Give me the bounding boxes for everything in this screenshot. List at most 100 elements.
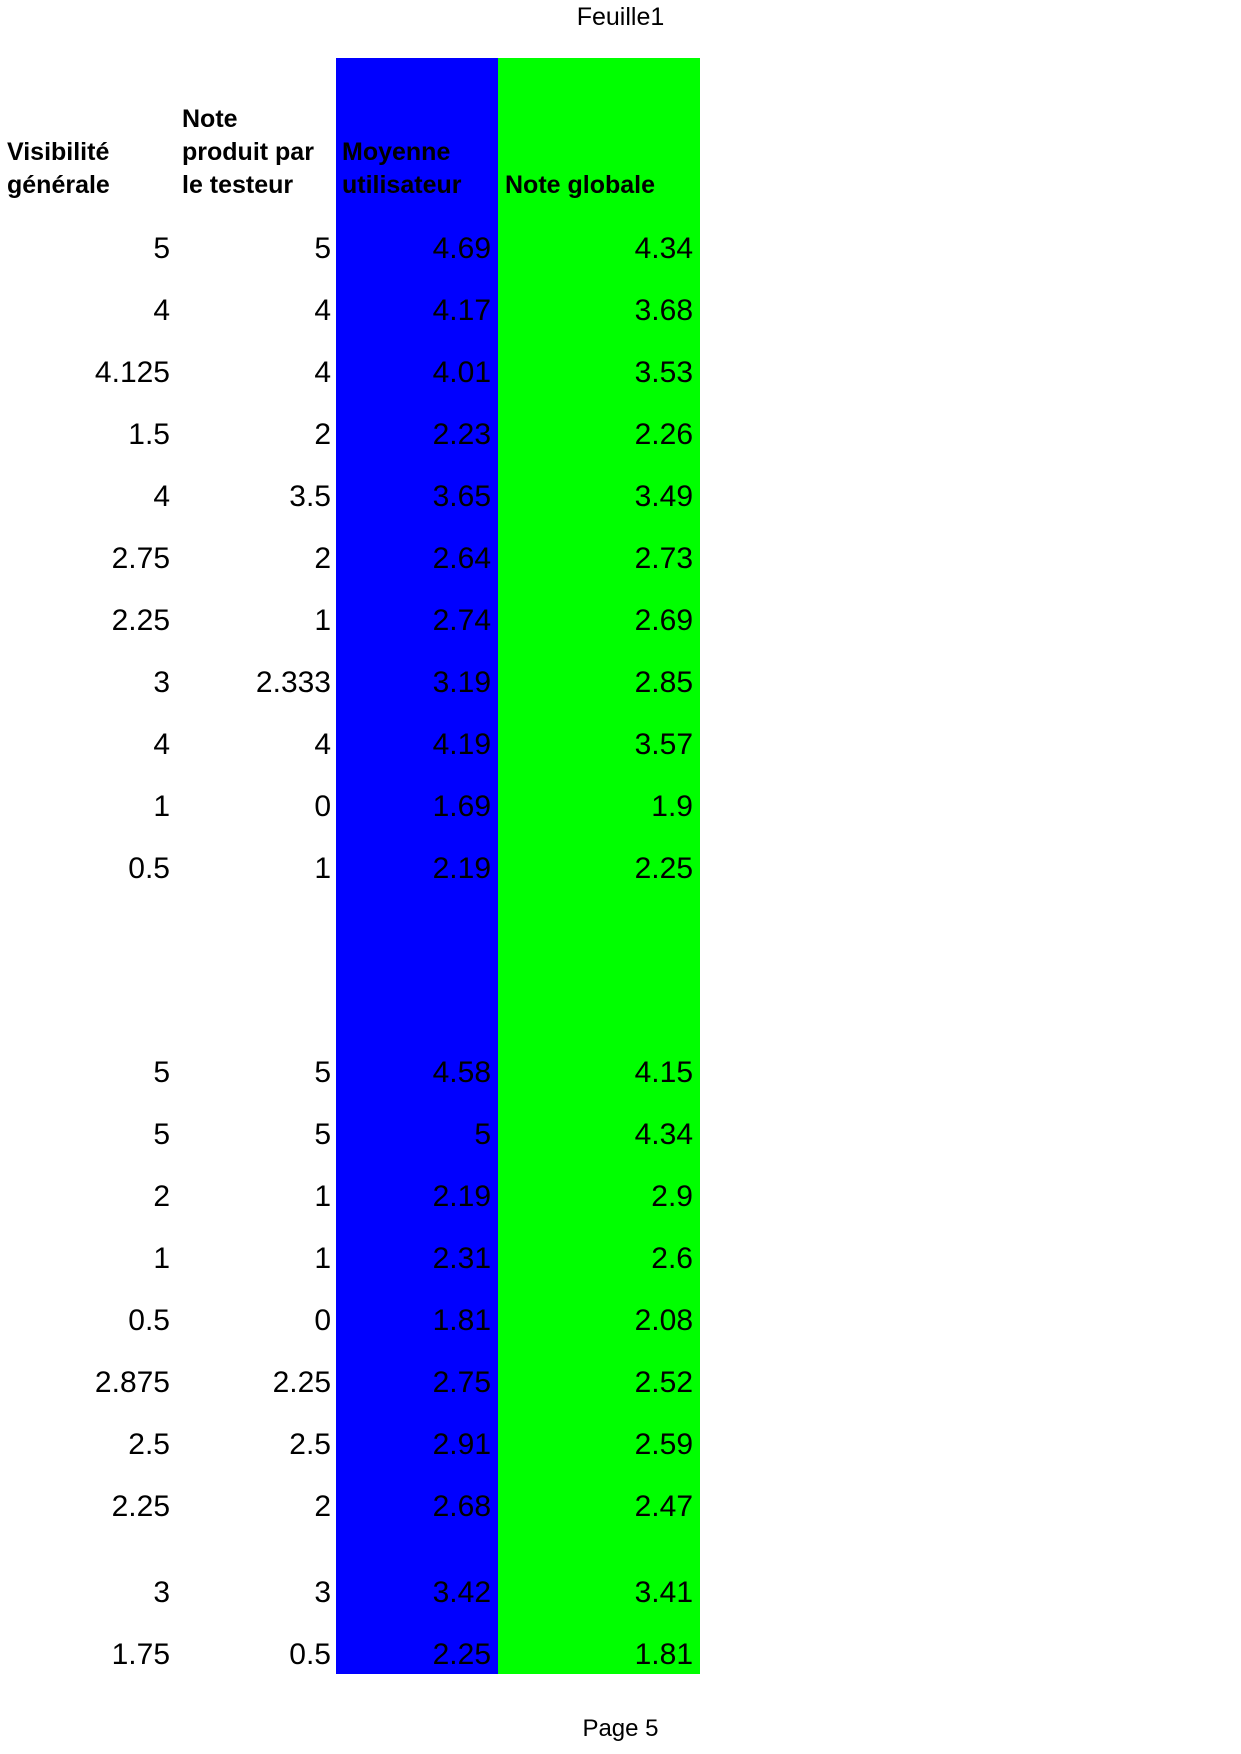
cell-note-produit-testeur: 1 <box>314 1180 331 1213</box>
cell-visibilite-generale: 2.25 <box>111 1490 170 1523</box>
header-cell-note-produit-testeur: Note produit par le testeur <box>182 105 314 199</box>
empty-row <box>0 1526 700 1550</box>
cell-visibilite-generale: 1.75 <box>111 1638 170 1671</box>
table-row: 4 4 4.17 3.68 <box>0 268 700 330</box>
cell-visibilite-generale: 5 <box>153 1118 170 1151</box>
table-row: 3 2.333 3.19 2.85 <box>0 640 700 702</box>
cell-note-produit-testeur: 2 <box>314 542 331 575</box>
table-row: 5 5 4.69 4.34 <box>0 206 700 268</box>
cell-note-globale: 3.68 <box>634 294 693 327</box>
cell-moyenne-utilisateur: 1.69 <box>432 790 491 823</box>
header-cell-note-globale: Note globale <box>505 171 656 199</box>
cell-moyenne-utilisateur: 4.01 <box>432 356 491 389</box>
cell-note-produit-testeur: 2.25 <box>272 1366 331 1399</box>
cell-note-produit-testeur: 2 <box>314 418 331 451</box>
table-row: 2.875 2.25 2.75 2.52 <box>0 1340 700 1402</box>
table-row: 0.5 0 1.81 2.08 <box>0 1278 700 1340</box>
table-row: 1.75 0.5 2.25 1.81 <box>0 1612 700 1674</box>
cell-visibilite-generale: 1.5 <box>128 418 170 451</box>
cell-visibilite-generale: 4.125 <box>94 356 170 389</box>
empty-row <box>0 888 700 1030</box>
cell-moyenne-utilisateur: 2.25 <box>432 1638 491 1671</box>
cell-moyenne-utilisateur: 2.23 <box>432 418 491 451</box>
cell-moyenne-utilisateur: 2.19 <box>432 1180 491 1213</box>
cell-note-globale: 2.6 <box>651 1242 693 1275</box>
table-header-row: Visibilité générale Note produit par le … <box>0 58 700 206</box>
cell-note-globale: 2.69 <box>634 604 693 637</box>
cell-visibilite-generale: 3 <box>153 666 170 699</box>
sheet-title: Feuille1 <box>576 3 665 31</box>
cell-note-produit-testeur: 1 <box>314 852 331 885</box>
cell-visibilite-generale: 0.5 <box>128 1304 170 1337</box>
cell-visibilite-generale: 3 <box>153 1576 170 1609</box>
table-row: 3 3 3.42 3.41 <box>0 1550 700 1612</box>
table-row: 4.125 4 4.01 3.53 <box>0 330 700 392</box>
cell-note-globale: 2.26 <box>634 418 693 451</box>
cell-visibilite-generale: 0.5 <box>128 852 170 885</box>
cell-note-globale: 2.59 <box>634 1428 693 1461</box>
header-cell-visibilite-generale: Visibilité générale <box>7 138 110 199</box>
cell-note-globale: 4.15 <box>634 1056 693 1089</box>
cell-note-produit-testeur: 3.5 <box>289 480 331 513</box>
table-row: 2.25 1 2.74 2.69 <box>0 578 700 640</box>
cell-note-globale: 3.53 <box>634 356 693 389</box>
table-row: 1 1 2.31 2.6 <box>0 1216 700 1278</box>
cell-note-produit-testeur: 2.333 <box>255 666 331 699</box>
cell-note-produit-testeur: 0.5 <box>289 1638 331 1671</box>
table-row: 5 5 5 4.34 <box>0 1092 700 1154</box>
table-row: 0.5 1 2.19 2.25 <box>0 826 700 888</box>
cell-note-produit-testeur: 1 <box>314 604 331 637</box>
cell-note-globale: 1.9 <box>651 790 693 823</box>
cell-visibilite-generale: 5 <box>153 232 170 265</box>
cell-note-produit-testeur: 2 <box>314 1490 331 1523</box>
cell-moyenne-utilisateur: 3.65 <box>432 480 491 513</box>
cell-note-produit-testeur: 3 <box>314 1576 331 1609</box>
cell-note-produit-testeur: 5 <box>314 1056 331 1089</box>
cell-note-globale: 2.85 <box>634 666 693 699</box>
cell-note-produit-testeur: 1 <box>314 1242 331 1275</box>
cell-moyenne-utilisateur: 2.31 <box>432 1242 491 1275</box>
cell-note-globale: 2.08 <box>634 1304 693 1337</box>
cell-visibilite-generale: 2.25 <box>111 604 170 637</box>
cell-visibilite-generale: 1 <box>153 790 170 823</box>
table-row: 2 1 2.19 2.9 <box>0 1154 700 1216</box>
cell-moyenne-utilisateur: 1.81 <box>432 1304 491 1337</box>
cell-note-produit-testeur: 4 <box>314 356 331 389</box>
table-row: 2.5 2.5 2.91 2.59 <box>0 1402 700 1464</box>
cell-visibilite-generale: 2.5 <box>128 1428 170 1461</box>
cell-moyenne-utilisateur: 4.19 <box>432 728 491 761</box>
cell-note-globale: 3.41 <box>634 1576 693 1609</box>
cell-moyenne-utilisateur: 4.58 <box>432 1056 491 1089</box>
data-table: Visibilité générale Note produit par le … <box>0 58 700 1674</box>
table-row: 2.25 2 2.68 2.47 <box>0 1464 700 1526</box>
table-body: 5 5 4.69 4.34 4 4 4.17 3.68 4.125 4 4.01 3.53 1.5 2 2.… <box>0 206 700 1674</box>
cell-visibilite-generale: 4 <box>153 480 170 513</box>
cell-moyenne-utilisateur: 2.19 <box>432 852 491 885</box>
cell-note-globale: 1.81 <box>634 1638 693 1671</box>
cell-visibilite-generale: 4 <box>153 728 170 761</box>
cell-note-globale: 2.52 <box>634 1366 693 1399</box>
cell-note-produit-testeur: 5 <box>314 232 331 265</box>
cell-note-globale: 4.34 <box>634 1118 693 1151</box>
table-row: 1 0 1.69 1.9 <box>0 764 700 826</box>
cell-note-globale: 3.57 <box>634 728 693 761</box>
cell-moyenne-utilisateur: 2.75 <box>432 1366 491 1399</box>
cell-note-produit-testeur: 2.5 <box>289 1428 331 1461</box>
cell-visibilite-generale: 2.75 <box>111 542 170 575</box>
cell-note-globale: 3.49 <box>634 480 693 513</box>
cell-visibilite-generale: 2.875 <box>94 1366 170 1399</box>
cell-note-produit-testeur: 4 <box>314 294 331 327</box>
cell-note-globale: 4.34 <box>634 232 693 265</box>
cell-note-produit-testeur: 0 <box>314 790 331 823</box>
cell-note-globale: 2.47 <box>634 1490 693 1523</box>
table-row: 2.75 2 2.64 2.73 <box>0 516 700 578</box>
table-row: 4 4 4.19 3.57 <box>0 702 700 764</box>
cell-note-globale: 2.25 <box>634 852 693 885</box>
header-cell-moyenne-utilisateur: Moyenne utilisateur <box>342 138 462 199</box>
table-row: 4 3.5 3.65 3.49 <box>0 454 700 516</box>
table-row: 5 5 4.58 4.15 <box>0 1030 700 1092</box>
cell-moyenne-utilisateur: 4.69 <box>432 232 491 265</box>
cell-note-produit-testeur: 4 <box>314 728 331 761</box>
moyenne-utilisateur-column-background <box>336 58 498 1674</box>
